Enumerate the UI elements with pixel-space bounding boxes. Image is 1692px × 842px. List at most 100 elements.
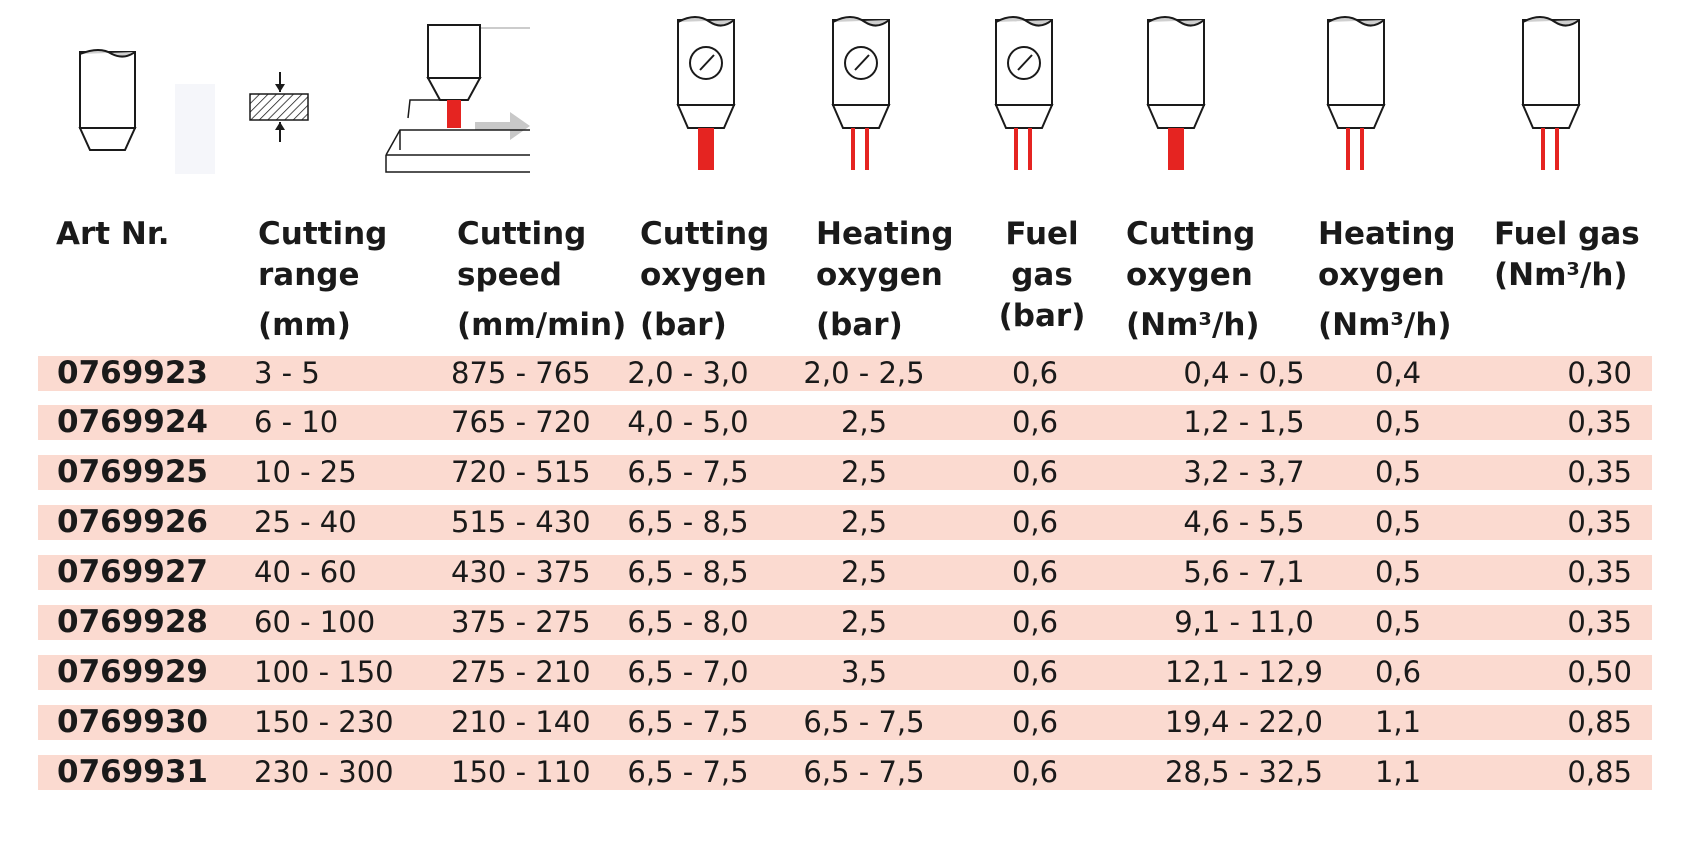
cell-cutting-range: 25 - 40: [254, 505, 357, 539]
cell-fuel-gas-bar: 0,6: [1011, 455, 1059, 489]
cell-heating-oxygen-flow: 0,4: [1374, 356, 1422, 390]
header-co-flow-l3: (Nm³/h): [1126, 307, 1260, 343]
cell-cutting-oxygen-flow: 12,1 - 12,9: [1164, 655, 1324, 689]
cell-heating-oxygen-flow: 0,5: [1374, 605, 1422, 639]
cell-heating-oxygen-bar: 6,5 - 7,5: [803, 705, 925, 739]
cell-cutting-oxygen-bar: 6,5 - 7,5: [627, 455, 749, 489]
table-row: 0769926 25 - 40 515 - 430 6,5 - 8,5 2,5 0,6 4,…: [38, 505, 1652, 540]
header-co-flow-l2: oxygen: [1126, 257, 1253, 293]
torch-tip-icon: [78, 49, 137, 151]
cell-cutting-range: 230 - 300: [254, 755, 394, 789]
cell-fuel-gas-flow: 0,35: [1567, 405, 1632, 439]
table-row: 0769924 6 - 10 765 - 720 4,0 - 5,0 2,5 0,6 1,2…: [38, 405, 1652, 440]
table-row: 0769928 60 - 100 375 - 275 6,5 - 8,0 2,5 0,6 9…: [38, 605, 1652, 640]
table-row: 0769927 40 - 60 430 - 375 6,5 - 8,5 2,5 0,6 5,…: [38, 555, 1652, 590]
cell-fuel-gas-flow: 0,35: [1567, 455, 1632, 489]
cell-heating-oxygen-bar: 2,5: [840, 455, 888, 489]
cell-cutting-speed: 275 - 210: [451, 655, 591, 689]
cell-art-nr: 0769928: [57, 604, 208, 640]
cell-cutting-range: 40 - 60: [254, 555, 357, 589]
header-cutting-oxygen-flow: Cutting oxygen (Nm³/h): [1126, 214, 1260, 346]
cell-cutting-oxygen-flow: 19,4 - 22,0: [1164, 705, 1324, 739]
cell-cutting-speed: 430 - 375: [451, 555, 591, 589]
icon-row: [0, 0, 1692, 210]
cell-art-nr: 0769927: [57, 554, 208, 590]
cell-fuel-gas-bar: 0,6: [1011, 505, 1059, 539]
cell-cutting-oxygen-bar: 6,5 - 8,0: [627, 605, 749, 639]
cell-cutting-oxygen-bar: 4,0 - 5,0: [627, 405, 749, 439]
cell-fuel-gas-bar: 0,6: [1011, 705, 1059, 739]
cell-heating-oxygen-bar: 2,5: [840, 605, 888, 639]
cell-art-nr: 0769924: [57, 404, 208, 440]
header-co-flow-l1: Cutting: [1126, 216, 1256, 252]
header-fg-bar-l2: (bar): [998, 298, 1086, 334]
cell-art-nr: 0769926: [57, 504, 208, 540]
cell-fuel-gas-bar: 0,6: [1011, 405, 1059, 439]
cutting-oxygen-gauge-icon: [676, 16, 736, 170]
cell-heating-oxygen-flow: 0,5: [1374, 505, 1422, 539]
header-ho-flow-l2: oxygen: [1318, 257, 1445, 293]
heating-oxygen-flow-icon: [1326, 16, 1386, 170]
cell-cutting-range: 60 - 100: [254, 605, 376, 639]
header-heating-oxygen-bar: Heating oxygen (bar): [816, 214, 954, 346]
cell-cutting-oxygen-flow: 0,4 - 0,5: [1183, 356, 1305, 390]
header-cutting-range: Cutting range (mm): [258, 214, 387, 346]
cell-cutting-range: 100 - 150: [254, 655, 394, 689]
cell-fuel-gas-bar: 0,6: [1011, 356, 1059, 390]
fuel-gas-gauge-icon: [994, 16, 1054, 170]
header-fg-bar-l1: Fuel gas: [1005, 216, 1079, 293]
cell-heating-oxygen-flow: 0,5: [1374, 405, 1422, 439]
cell-heating-oxygen-bar: 6,5 - 7,5: [803, 755, 925, 789]
cell-cutting-speed: 720 - 515: [451, 455, 591, 489]
header-ho-bar-l1: Heating: [816, 216, 954, 252]
header-fg-flow-l2: (Nm³/h): [1494, 257, 1628, 293]
header-ho-flow-l1: Heating: [1318, 216, 1456, 252]
cutting-oxygen-flow-icon: [1146, 16, 1206, 170]
cell-cutting-oxygen-bar: 6,5 - 7,5: [627, 755, 749, 789]
cell-fuel-gas-flow: 0,85: [1567, 705, 1632, 739]
cell-cutting-speed: 375 - 275: [451, 605, 591, 639]
header-fuel-gas-bar: Fuel gas (bar): [976, 214, 1108, 337]
header-co-bar-l2: oxygen: [640, 257, 767, 293]
cell-heating-oxygen-bar: 2,5: [840, 555, 888, 589]
header-co-bar-l3: (bar): [640, 307, 727, 343]
header-speed-l2: speed: [457, 257, 562, 293]
cell-cutting-oxygen-bar: 6,5 - 7,0: [627, 655, 749, 689]
header-fuel-gas-flow: Fuel gas (Nm³/h): [1494, 214, 1640, 296]
cell-fuel-gas-bar: 0,6: [1011, 555, 1059, 589]
heating-oxygen-gauge-icon: [831, 16, 891, 170]
fuel-gas-flow-icon: [1521, 16, 1581, 170]
cell-fuel-gas-bar: 0,6: [1011, 605, 1059, 639]
cell-heating-oxygen-flow: 0,5: [1374, 555, 1422, 589]
cell-cutting-oxygen-flow: 28,5 - 32,5: [1164, 755, 1324, 789]
cell-heating-oxygen-bar: 2,0 - 2,5: [803, 356, 925, 390]
cell-fuel-gas-flow: 0,35: [1567, 555, 1632, 589]
header-speed-l1: Cutting: [457, 216, 587, 252]
cell-cutting-oxygen-flow: 5,6 - 7,1: [1183, 555, 1305, 589]
cell-cutting-oxygen-flow: 4,6 - 5,5: [1183, 505, 1305, 539]
table-row: 0769931 230 - 300 150 - 110 6,5 - 7,5 6,5 - …: [38, 755, 1652, 790]
header-speed-l3: (mm/min): [457, 307, 627, 343]
cell-heating-oxygen-bar: 3,5: [840, 655, 888, 689]
cell-fuel-gas-flow: 0,50: [1567, 655, 1632, 689]
header-ho-bar-l3: (bar): [816, 307, 903, 343]
header-art-nr: Art Nr.: [56, 214, 169, 255]
table-row: 0769930 150 - 230 210 - 140 6,5 - 7,5 6,5 - …: [38, 705, 1652, 740]
cell-heating-oxygen-flow: 0,5: [1374, 455, 1422, 489]
cell-fuel-gas-flow: 0,85: [1567, 755, 1632, 789]
cell-art-nr: 0769923: [57, 355, 208, 391]
plate-thickness-icon: [175, 72, 309, 174]
header-art-l1: Art Nr.: [56, 216, 170, 252]
cell-cutting-oxygen-flow: 1,2 - 1,5: [1183, 405, 1305, 439]
cell-fuel-gas-bar: 0,6: [1011, 755, 1059, 789]
cell-cutting-speed: 875 - 765: [451, 356, 591, 390]
cell-fuel-gas-flow: 0,35: [1567, 505, 1632, 539]
cell-cutting-speed: 210 - 140: [451, 705, 591, 739]
cell-art-nr: 0769925: [57, 454, 208, 490]
header-fg-flow-l1: Fuel gas: [1494, 216, 1640, 252]
cell-cutting-range: 150 - 230: [254, 705, 394, 739]
cell-art-nr: 0769931: [57, 754, 208, 790]
cell-heating-oxygen-bar: 2,5: [840, 505, 888, 539]
cell-cutting-oxygen-bar: 6,5 - 8,5: [627, 555, 749, 589]
cell-cutting-oxygen-bar: 2,0 - 3,0: [627, 356, 749, 390]
